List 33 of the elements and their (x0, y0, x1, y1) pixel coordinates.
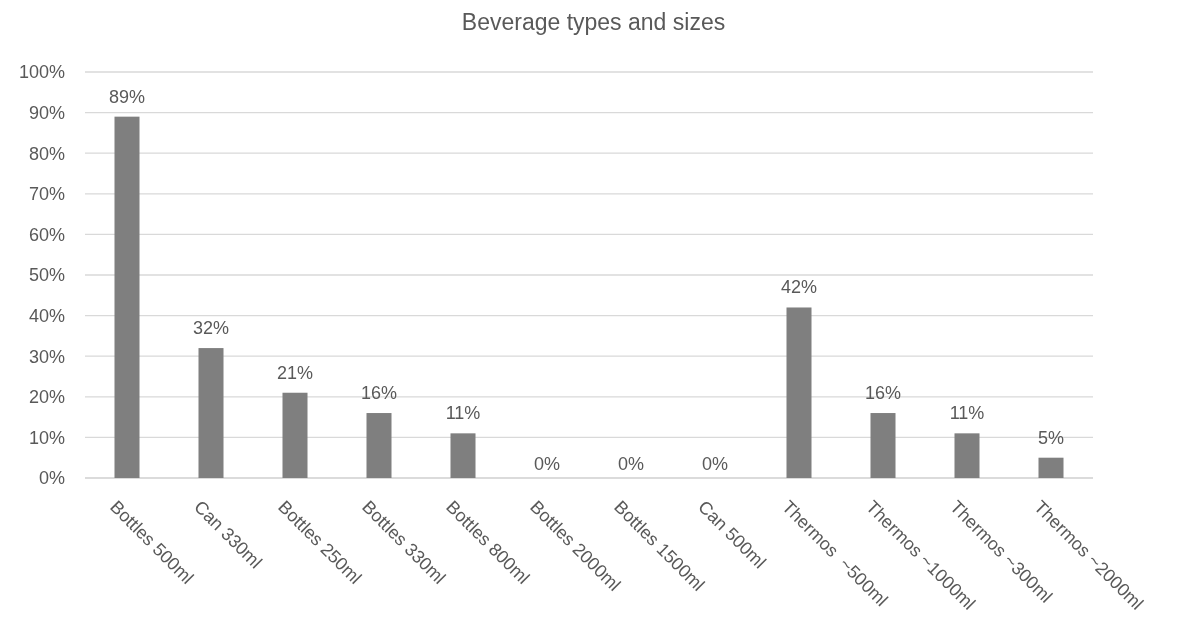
bar (282, 392, 308, 478)
data-label: 16% (864, 383, 902, 404)
y-tick-label: 30% (28, 346, 65, 367)
chart-title: Beverage types and sizes (461, 9, 726, 35)
y-tick-label: 70% (28, 184, 65, 205)
y-tick-label: 100% (18, 62, 65, 83)
y-tick-label: 60% (28, 224, 65, 245)
data-label: 5% (1037, 427, 1065, 448)
y-tick-label: 90% (28, 102, 65, 123)
y-tick-label: 40% (28, 305, 65, 326)
data-label: 21% (276, 362, 314, 383)
y-tick-label: 0% (38, 468, 65, 489)
bar (786, 307, 812, 478)
bar (114, 116, 140, 478)
data-label: 0% (701, 454, 729, 474)
data-label: 42% (780, 277, 818, 298)
data-label: 11% (949, 403, 985, 424)
y-tick-label: 20% (28, 387, 65, 408)
bar (198, 348, 224, 478)
bar (954, 433, 980, 478)
y-tick-label: 50% (28, 265, 65, 286)
data-label: 11% (445, 403, 481, 424)
y-tick-label: 10% (28, 427, 65, 448)
y-tick-label: 80% (28, 143, 65, 164)
data-label: 16% (360, 383, 398, 404)
bar (366, 413, 392, 478)
bar (870, 413, 896, 478)
bar (450, 433, 476, 478)
data-label: 89% (108, 86, 146, 107)
data-label: 0% (617, 454, 645, 474)
data-label: 0% (533, 454, 561, 474)
data-label: 32% (192, 318, 230, 339)
bar (1038, 457, 1064, 478)
